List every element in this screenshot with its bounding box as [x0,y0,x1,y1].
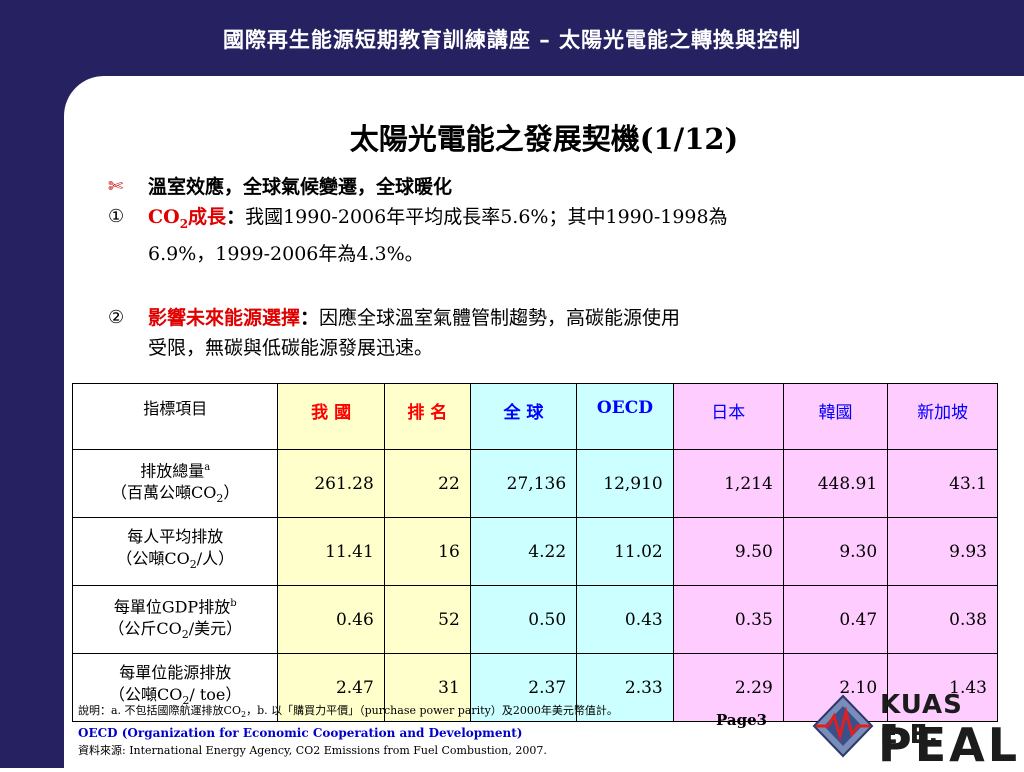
table-cell: 9.50 [672,517,784,586]
table-cell: 2.37 [469,653,578,722]
table-cell: 2.47 [277,653,385,722]
table-cell: 9.30 [782,517,889,586]
table-cell: 0.50 [469,585,578,654]
table-cell: 448.91 [782,449,889,518]
col-header-korea: 韓國 [782,383,889,450]
emissions-table: 指標項目 我 國 排 名 全 球 OECD 日本 韓國 新加坡 排放總量a （百萬… [71,383,998,722]
row-label-line1: 排放總量 [140,461,205,481]
table-cell: 261.28 [277,449,385,518]
table-cell: 0.38 [887,585,998,654]
row-label: 每單位能源排放 （公噸CO2/ toe） [71,653,279,722]
table-cell: 16 [383,517,471,586]
table-row: 每人平均排放 （公噸CO2/人） 11.41 16 4.22 11.02 9.50 9.30 9… [71,517,998,586]
bullet-list: ✄ 溫室效應，全球氣候變遷，全球暖化 ① CO2成長：我國1990-2006年平… [100,172,980,363]
row-label-sup: b [230,597,237,609]
col-header-japan: 日本 [672,383,784,450]
header-bar: 國際再生能源短期教育訓練講座 – 太陽光電能之轉換與控制 [0,0,1024,76]
table-row: 每單位GDP排放b （公斤CO2/美元） 0.46 52 0.50 0.43 0.35 0.4… [71,585,998,654]
frame-left-bar [0,0,64,768]
col-header-taiwan: 我 國 [277,383,385,450]
bullet-3: ② 影響未來能源選擇：因應全球溫室氣體管制趨勢，高碳能源使用 受限，無碳與低碳能… [100,303,980,363]
row-label-sup: a [204,461,211,473]
row-label-line1: 每單位GDP排放 [113,597,231,617]
table-cell: 0.47 [782,585,889,654]
header-title: 國際再生能源短期教育訓練講座 – 太陽光電能之轉換與控制 [222,28,802,52]
peal-logo: KUAS E.E. PEAL [808,690,1024,772]
table-cell: 4.22 [469,517,578,586]
table-cell: 11.41 [277,517,385,586]
table-cell: 27,136 [469,449,578,518]
table-cell: 9.93 [887,517,998,586]
col-header-indicator: 指標項目 [71,383,279,450]
footnotes: 說明：a. 不包括國際航運排放CO2，b. 以「購買力平價」（purchase … [78,702,798,760]
row-label: 排放總量a （百萬公噸CO2） [71,449,279,518]
table-cell: 2.29 [672,653,784,722]
logo-text-peal: PEAL [878,718,1021,772]
bullet-3-colon: ： [300,306,320,329]
row-label: 每人平均排放 （公噸CO2/人） [71,517,279,586]
col-header-singapore: 新加坡 [887,383,998,450]
footnote-1: 說明：a. 不包括國際航運排放CO2，b. 以「購買力平價」（purchase … [78,704,618,720]
row-label: 每單位GDP排放b （公斤CO2/美元） [71,585,279,654]
bullet-3-mark: ② [108,306,125,328]
bullet-2: ① CO2成長：我國1990-2006年平均成長率5.6%；其中1990-199… [100,202,980,269]
table-header-row: 指標項目 我 國 排 名 全 球 OECD 日本 韓國 新加坡 [71,383,998,450]
footnote-2: OECD (Organization for Economic Cooperat… [78,726,523,741]
bullet-2-mark: ① [108,206,125,227]
footnote-3: 資料來源: International Energy Agency, CO2 E… [78,744,547,758]
table-cell: 0.43 [576,585,674,654]
bullet-2-text1: 我國1990-2006年平均成長率5.6%；其中1990-1998為 [245,206,728,228]
row-label-line1: 每單位能源排放 [119,663,232,683]
col-header-rank: 排 名 [383,383,471,450]
table-cell: 0.35 [672,585,784,654]
bullet-2-colon: ： [226,206,246,228]
table-row: 每單位能源排放 （公噸CO2/ toe） 2.47 31 2.37 2.33 2.29 2.1… [71,653,998,722]
table-cell: 11.02 [576,517,674,586]
table-cell: 52 [383,585,471,654]
bullet-3-text2: 受限，無碳與低碳能源發展迅速。 [148,336,434,359]
table-cell: 12,910 [576,449,674,518]
col-header-global: 全 球 [469,383,578,450]
bullet-2-head: CO2成長 [148,206,227,231]
table-row: 排放總量a （百萬公噸CO2） 261.28 22 27,136 12,910 1,214 4… [71,449,998,518]
bullet-1-text: 溫室效應，全球氣候變遷，全球暖化 [148,176,453,198]
table-cell: 43.1 [887,449,998,518]
table-cell: 1.43 [887,653,998,722]
slide-title: 太陽光電能之發展契機(1/12) [349,122,739,156]
row-label-line1: 每人平均排放 [127,527,224,547]
logo-text-kuas: KUAS E.E. [880,690,963,750]
scissors-icon: ✄ [108,176,124,197]
col-header-oecd: OECD [576,383,674,450]
page-number: Page3 [716,711,768,729]
table-cell: 0.46 [277,585,385,654]
bullet-3-text1: 因應全球溫室氣體管制趨勢，高碳能源使用 [319,306,681,329]
table-cell: 2.33 [576,653,674,722]
bullet-2-text2: 6.9%，1999-2006年為4.3%。 [148,242,424,265]
table-cell: 22 [383,449,471,518]
logo-emblem-icon [812,694,874,758]
bullet-1: ✄ 溫室效應，全球氣候變遷，全球暖化 [100,172,980,202]
table-cell: 1,214 [672,449,784,518]
bullet-3-head: 影響未來能源選擇 [148,306,301,329]
table-cell: 31 [383,653,471,722]
